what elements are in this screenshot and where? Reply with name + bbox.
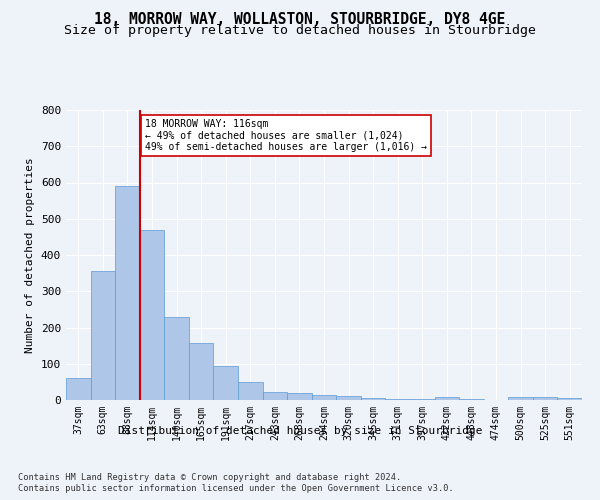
Bar bbox=[336, 396, 361, 400]
Bar bbox=[385, 398, 410, 400]
Text: 18, MORROW WAY, WOLLASTON, STOURBRIDGE, DY8 4GE: 18, MORROW WAY, WOLLASTON, STOURBRIDGE, … bbox=[94, 12, 506, 28]
Text: Size of property relative to detached houses in Stourbridge: Size of property relative to detached ho… bbox=[64, 24, 536, 37]
Bar bbox=[557, 398, 582, 400]
Bar bbox=[312, 394, 336, 400]
Text: Contains HM Land Registry data © Crown copyright and database right 2024.: Contains HM Land Registry data © Crown c… bbox=[18, 472, 401, 482]
Bar bbox=[238, 382, 263, 400]
Bar bbox=[115, 186, 140, 400]
Text: Contains public sector information licensed under the Open Government Licence v3: Contains public sector information licen… bbox=[18, 484, 454, 493]
Bar bbox=[434, 398, 459, 400]
Bar bbox=[508, 397, 533, 400]
Bar bbox=[91, 270, 115, 400]
Bar bbox=[410, 398, 434, 400]
Bar bbox=[164, 316, 189, 400]
Bar bbox=[140, 230, 164, 400]
Bar bbox=[287, 394, 312, 400]
Text: Distribution of detached houses by size in Stourbridge: Distribution of detached houses by size … bbox=[118, 426, 482, 436]
Text: 18 MORROW WAY: 116sqm
← 49% of detached houses are smaller (1,024)
49% of semi-d: 18 MORROW WAY: 116sqm ← 49% of detached … bbox=[145, 118, 427, 152]
Bar bbox=[533, 397, 557, 400]
Bar bbox=[66, 378, 91, 400]
Y-axis label: Number of detached properties: Number of detached properties bbox=[25, 157, 35, 353]
Bar bbox=[361, 398, 385, 400]
Bar bbox=[263, 392, 287, 400]
Bar bbox=[189, 342, 214, 400]
Bar bbox=[214, 366, 238, 400]
